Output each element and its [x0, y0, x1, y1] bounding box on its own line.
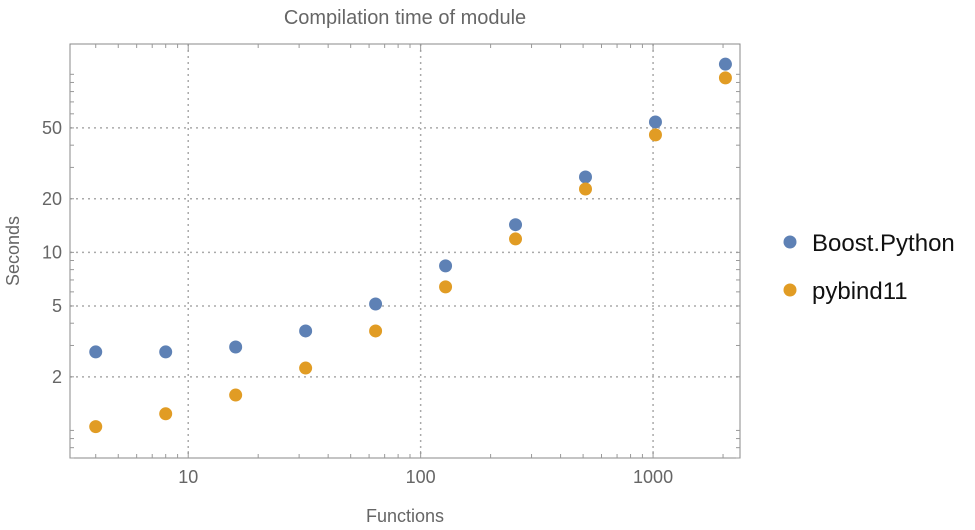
y-tick-label: 2 [52, 367, 62, 387]
point-boost-python [159, 345, 173, 359]
point-boost-python [439, 259, 453, 273]
y-axis-label: Seconds [3, 216, 23, 286]
point-boost-python [718, 57, 732, 71]
point-pybind11 [229, 388, 243, 402]
point-boost-python [509, 218, 523, 232]
ticks: 10 100 1000 2 5 10 20 50 [42, 44, 740, 487]
point-pybind11 [299, 361, 313, 375]
point-pybind11 [718, 71, 732, 85]
y-tick-label: 5 [52, 296, 62, 316]
plot-frame [69, 43, 741, 459]
x-tick-label: 10 [178, 467, 198, 487]
x-axis-label: Functions [366, 506, 444, 525]
y-tick-label: 10 [42, 242, 62, 262]
legend: Boost.Python pybind11 [783, 230, 955, 305]
point-pybind11 [439, 280, 453, 294]
chart-title: Compilation time of module [284, 7, 526, 29]
points [89, 57, 732, 434]
y-tick-label: 50 [42, 118, 62, 138]
legend-marker-boost-python [783, 235, 797, 249]
point-pybind11 [578, 182, 592, 196]
point-boost-python [648, 115, 662, 129]
point-pybind11 [89, 420, 103, 434]
point-boost-python [89, 345, 103, 359]
x-tick-label: 100 [406, 467, 436, 487]
legend-marker-pybind11 [783, 283, 797, 297]
x-tick-label: 1000 [633, 467, 673, 487]
grid [70, 44, 740, 458]
point-boost-python [578, 170, 592, 184]
point-pybind11 [159, 407, 173, 421]
y-tick-label: 20 [42, 189, 62, 209]
point-pybind11 [369, 324, 383, 338]
point-boost-python [369, 297, 383, 311]
legend-label-pybind11: pybind11 [812, 278, 908, 305]
point-pybind11 [648, 128, 662, 142]
point-pybind11 [509, 232, 523, 246]
point-boost-python [299, 324, 313, 338]
legend-label-boost-python: Boost.Python [812, 230, 955, 257]
point-boost-python [229, 340, 243, 354]
